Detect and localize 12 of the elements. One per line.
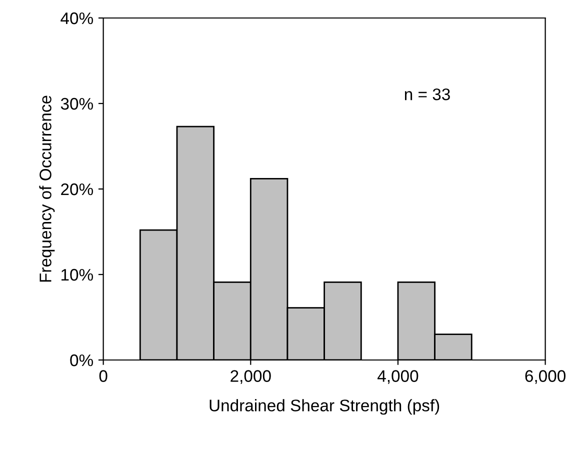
y-tick-label: 30%: [60, 98, 94, 110]
annotation: n = 33: [404, 88, 450, 100]
y-tick-label: 40%: [60, 12, 94, 24]
x-tick-label: 6,000: [525, 370, 566, 384]
x-axis-title: Undrained Shear Strength (psf): [210, 399, 440, 415]
x-tick-label: 0: [99, 370, 108, 382]
y-tick-label: 0%: [70, 354, 94, 366]
x-tick-label: 4,000: [378, 370, 418, 384]
x-tick-label: 2,000: [230, 370, 271, 384]
y-tick-label: 20%: [61, 183, 94, 196]
y-axis-title: Frequency of Occurrence: [39, 96, 55, 282]
y-tick-label: 10%: [62, 268, 94, 281]
